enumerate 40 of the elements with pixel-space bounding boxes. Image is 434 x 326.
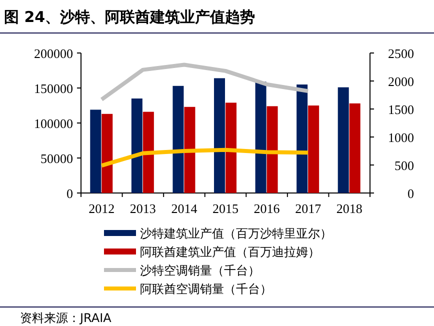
text: 资料来源：JRAIA	[20, 311, 112, 325]
y-tick-label: 100000	[34, 116, 73, 131]
bar	[255, 82, 266, 193]
bar	[184, 106, 196, 193]
legend-label: 沙特建筑业产值（百万沙特里亚尔）	[140, 226, 332, 240]
bar	[172, 86, 184, 193]
legend-label: 阿联酋建筑业产值（百万迪拉姆）	[140, 245, 320, 259]
y2-tick-label: 1000	[388, 130, 414, 145]
x-tick-label: 2016	[254, 201, 280, 216]
bar	[214, 78, 225, 193]
y2-tick-label: 500	[394, 158, 414, 173]
bar	[142, 112, 154, 193]
bar	[102, 114, 113, 193]
bar	[296, 84, 308, 193]
x-tick-label: 2015	[212, 201, 238, 216]
y-tick-label: 50000	[40, 151, 73, 166]
bar	[90, 110, 102, 193]
y-tick-label: 150000	[34, 81, 73, 96]
bar	[308, 106, 320, 193]
x-tick-label: 2012	[88, 201, 115, 216]
bar	[349, 103, 360, 193]
bar	[338, 87, 349, 193]
x-tick-label: 2017	[295, 201, 322, 216]
y2-tick-label: 2000	[388, 74, 414, 89]
bar	[226, 102, 236, 193]
x-tick-label: 2013	[130, 201, 156, 216]
x-tick-label: 2018	[336, 201, 362, 216]
legend-label: 阿联酋空调销量（千台）	[140, 282, 272, 296]
y2-tick-label: 0	[408, 186, 414, 201]
chart-title: 图 24、沙特、阿联酋建筑业产值趋势	[4, 8, 256, 26]
x-tick-label: 2014	[171, 201, 198, 216]
line-series	[100, 62, 310, 102]
legend-label: 沙特空调销量（千台）	[140, 264, 260, 278]
bar	[266, 106, 278, 193]
y2-tick-label: 2500	[388, 46, 414, 61]
y2-tick-label: 1500	[388, 102, 414, 117]
line-series	[100, 148, 310, 168]
y-tick-label: 200000	[34, 46, 73, 61]
bar	[131, 98, 142, 193]
y-tick-label: 0	[66, 186, 73, 201]
